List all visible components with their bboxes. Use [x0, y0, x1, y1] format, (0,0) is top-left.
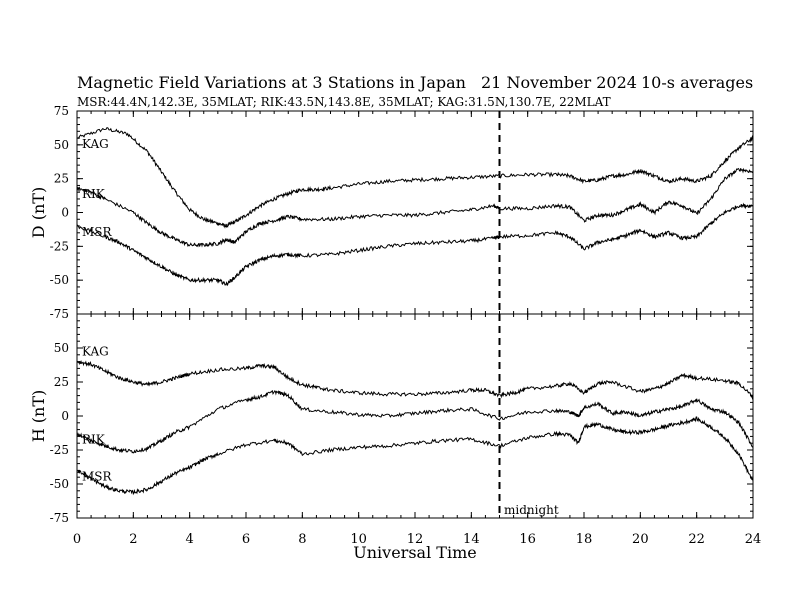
h-axis-label: H (nT): [29, 390, 48, 443]
date-label: 21 November 2024: [481, 73, 637, 92]
x-tick-label: 14: [463, 532, 480, 547]
h-label-kag: KAG: [82, 345, 109, 359]
x-tick-label: 20: [632, 532, 649, 547]
x-tick-label: 0: [73, 532, 81, 547]
d-panel: D (nT) -75 -50 -25 0 25 50 75 KAG RIK MSR: [29, 104, 754, 321]
h-series-kag: [76, 359, 754, 400]
d-ytick-label: 25: [54, 172, 69, 186]
d-ytick-label: -50: [50, 273, 69, 287]
midnight-annotation: midnight: [504, 503, 559, 517]
h-ytick-label: 50: [54, 341, 69, 355]
x-tick-label: 16: [519, 532, 536, 547]
d-label-rik: RIK: [82, 187, 106, 201]
d-label-kag: KAG: [82, 137, 109, 151]
x-tick-label: 18: [576, 532, 593, 547]
h-label-msr: MSR: [82, 469, 113, 483]
h-series-rik: [76, 389, 754, 454]
d-series-kag: [76, 126, 754, 229]
d-ytick-label: 75: [54, 104, 69, 118]
h-ytick-label: -75: [50, 511, 69, 525]
h-ytick-label: -25: [50, 443, 69, 457]
h-ytick-label: 0: [61, 409, 69, 423]
h-series-msr: [76, 416, 754, 496]
x-tick-label: 12: [407, 532, 424, 547]
h-ytick-label: 25: [54, 375, 69, 389]
d-series-rik: [76, 167, 754, 248]
x-tick-label: 22: [688, 532, 705, 547]
x-axis-label: Universal Time: [353, 543, 476, 562]
chart-subtitle: MSR:44.4N,142.3E, 35MLAT; RIK:43.5N,143.…: [77, 95, 611, 109]
x-tick-label: 8: [298, 532, 306, 547]
d-ytick-label: 0: [61, 206, 69, 220]
x-tick-label: 4: [186, 532, 194, 547]
x-tick-label: 2: [129, 532, 137, 547]
h-panel: H (nT) Universal Time midnight -75 -50 -25…: [29, 313, 762, 562]
h-label-rik: RIK: [82, 433, 106, 447]
h-ytick-label: -50: [50, 477, 69, 491]
x-tick-label: 10: [350, 532, 367, 547]
averaging-label: 10-s averages: [641, 73, 753, 92]
d-ytick-label: -75: [50, 307, 69, 321]
d-ytick-label: 50: [54, 138, 69, 152]
d-ytick-label: -25: [50, 239, 69, 253]
x-tick-label: 6: [242, 532, 250, 547]
h-panel-frame: [76, 313, 754, 519]
d-label-msr: MSR: [82, 225, 113, 239]
chart-title: Magnetic Field Variations at 3 Stations …: [77, 73, 466, 92]
d-series-msr: [76, 202, 754, 287]
d-axis-label: D (nT): [29, 187, 48, 238]
x-tick-label: 24: [745, 532, 762, 547]
